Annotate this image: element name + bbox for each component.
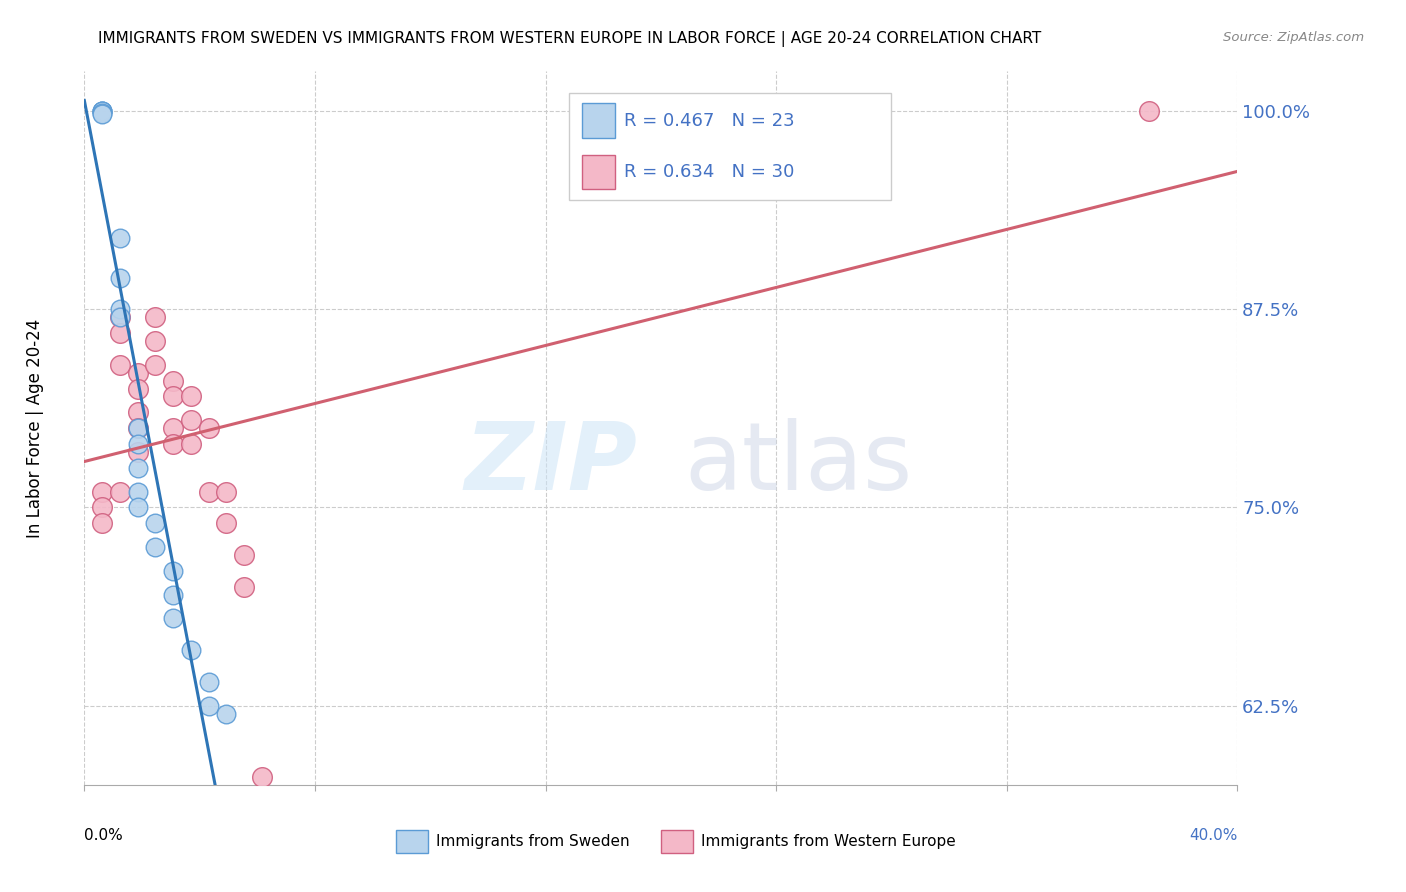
Text: Source: ZipAtlas.com: Source: ZipAtlas.com [1223, 31, 1364, 45]
Point [162, 437, 184, 451]
Point [108, 326, 131, 340]
Point [127, 445, 149, 459]
Point [108, 484, 131, 499]
Point [197, 674, 219, 689]
Point [127, 500, 149, 515]
Point [197, 484, 219, 499]
Point [162, 564, 184, 578]
Point [108, 310, 131, 325]
Point [180, 389, 202, 403]
Point [127, 421, 149, 435]
Point [162, 421, 184, 435]
Text: In Labor Force | Age 20-24: In Labor Force | Age 20-24 [27, 318, 44, 538]
Point [180, 413, 202, 427]
Point [108, 302, 131, 317]
Point [143, 540, 166, 554]
Point [143, 358, 166, 372]
Point [197, 698, 219, 713]
Point [180, 437, 202, 451]
Point [127, 437, 149, 451]
Point [127, 460, 149, 475]
Text: Immigrants from Western Europe: Immigrants from Western Europe [702, 834, 956, 849]
Point [215, 706, 238, 721]
Text: ZIP: ZIP [465, 417, 638, 510]
Point [108, 270, 131, 285]
Point [162, 389, 184, 403]
Text: IMMIGRANTS FROM SWEDEN VS IMMIGRANTS FROM WESTERN EUROPE IN LABOR FORCE | AGE 20: IMMIGRANTS FROM SWEDEN VS IMMIGRANTS FRO… [98, 31, 1042, 47]
Point [143, 516, 166, 531]
Point [91, 103, 114, 118]
Point [143, 310, 166, 325]
Point [180, 643, 202, 657]
Point [108, 310, 131, 325]
Text: R = 0.634   N = 30: R = 0.634 N = 30 [624, 163, 794, 181]
Point [143, 334, 166, 348]
FancyBboxPatch shape [582, 103, 614, 137]
Point [91, 484, 114, 499]
Point [162, 611, 184, 625]
FancyBboxPatch shape [582, 155, 614, 189]
Point [108, 231, 131, 245]
Text: 0.0%: 0.0% [84, 828, 124, 843]
Text: 40.0%: 40.0% [1189, 828, 1237, 843]
Point [162, 588, 184, 602]
FancyBboxPatch shape [395, 830, 427, 853]
FancyBboxPatch shape [661, 830, 693, 853]
Point [233, 548, 256, 562]
Point [215, 484, 238, 499]
Point [91, 500, 114, 515]
Point [91, 103, 114, 118]
Point [91, 105, 114, 120]
Point [215, 516, 238, 531]
Point [127, 405, 149, 419]
Point [233, 580, 256, 594]
Point [91, 107, 114, 121]
Point [91, 103, 114, 118]
Point [162, 374, 184, 388]
Point [250, 770, 273, 784]
Point [127, 484, 149, 499]
FancyBboxPatch shape [568, 93, 891, 200]
Point [108, 358, 131, 372]
Point [127, 421, 149, 435]
Point [127, 366, 149, 380]
Text: Immigrants from Sweden: Immigrants from Sweden [436, 834, 630, 849]
Point [1137, 103, 1160, 118]
Point [91, 516, 114, 531]
Text: atlas: atlas [683, 417, 912, 510]
Point [127, 382, 149, 396]
Text: R = 0.467   N = 23: R = 0.467 N = 23 [624, 112, 794, 129]
Point [197, 421, 219, 435]
